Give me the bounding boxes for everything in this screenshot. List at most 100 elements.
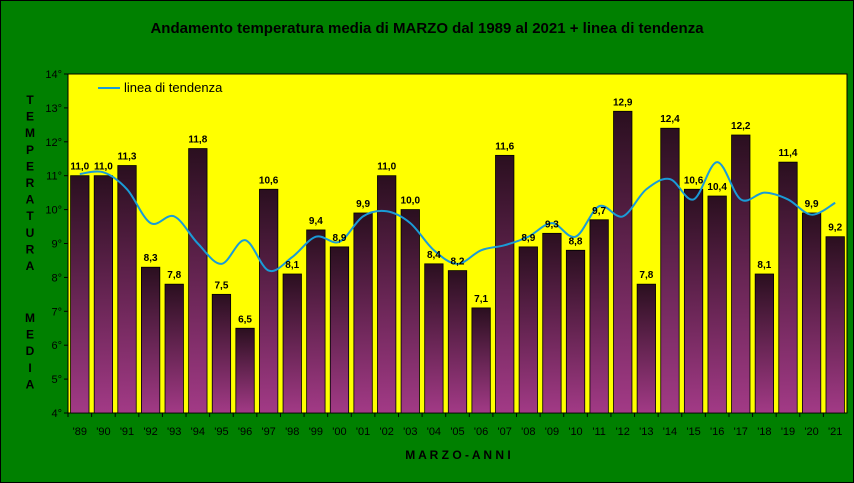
bar-value-label: 11,0 xyxy=(377,162,396,173)
bar xyxy=(329,246,350,414)
y-tick-label: 10° xyxy=(45,205,62,217)
y-axis-title-letter: D xyxy=(26,344,35,358)
bar xyxy=(282,273,302,414)
y-axis-title-letter: I xyxy=(28,361,31,375)
x-tick-label: '10 xyxy=(568,426,582,438)
bar-value-label: 8,3 xyxy=(144,253,158,264)
bar xyxy=(188,148,208,414)
bar xyxy=(565,249,586,414)
bar xyxy=(93,175,114,414)
bar xyxy=(377,175,397,414)
y-axis-title-letter: R xyxy=(26,176,35,190)
x-tick-label: '08 xyxy=(521,426,535,438)
bar xyxy=(707,195,727,414)
x-tick-label: '06 xyxy=(474,426,488,438)
bar-value-label: 12,2 xyxy=(731,121,751,132)
bar xyxy=(424,263,444,414)
bar xyxy=(589,219,609,414)
bar xyxy=(117,165,137,414)
bar xyxy=(801,212,822,414)
y-axis-title-letter: E xyxy=(26,110,34,124)
y-axis-title-letter: R xyxy=(26,242,35,256)
bar xyxy=(778,161,798,414)
x-tick-label: '98 xyxy=(285,426,299,438)
bar-value-label: 11,0 xyxy=(70,162,89,173)
bar xyxy=(353,212,373,414)
bar-value-label: 10,0 xyxy=(401,196,421,207)
y-tick-label: 12° xyxy=(45,137,62,149)
x-tick-label: '02 xyxy=(380,426,394,438)
y-axis-title-letter: A xyxy=(26,259,35,273)
bar-value-label: 9,3 xyxy=(545,219,559,230)
bar-value-label: 9,9 xyxy=(356,199,370,210)
x-tick-label: '01 xyxy=(356,426,370,438)
bar-value-label: 10,4 xyxy=(707,182,727,193)
x-tick-label: '97 xyxy=(261,426,275,438)
y-axis-title-letter: E xyxy=(26,159,34,173)
bar xyxy=(164,283,184,414)
bar-value-label: 6,5 xyxy=(238,314,252,325)
legend: linea di tendenza xyxy=(98,80,223,95)
bar-value-label: 12,9 xyxy=(613,97,633,108)
bar xyxy=(518,246,538,414)
bar xyxy=(70,175,90,414)
chart-title: Andamento temperatura media di MARZO dal… xyxy=(150,20,704,37)
bar-value-label: 8,1 xyxy=(285,260,299,271)
bar xyxy=(825,236,845,414)
y-axis-title-letter: A xyxy=(26,193,35,207)
x-tick-label: '19 xyxy=(781,426,795,438)
x-tick-label: '12 xyxy=(616,426,630,438)
bar xyxy=(400,209,420,414)
x-tick-label: '11 xyxy=(592,426,606,438)
bar-value-label: 10,6 xyxy=(259,175,279,186)
bar-value-label: 8,8 xyxy=(569,236,583,247)
y-axis-title-letter: T xyxy=(26,209,34,223)
x-axis-title: M A R Z O - A N N I xyxy=(405,448,511,462)
x-tick-label: '03 xyxy=(403,426,417,438)
bar xyxy=(259,188,279,414)
x-tick-label: '91 xyxy=(120,426,134,438)
bar xyxy=(211,293,232,414)
bar-value-label: 9,4 xyxy=(309,216,323,227)
bar xyxy=(235,327,255,414)
bar-value-label: 9,7 xyxy=(592,206,606,217)
bar-value-label: 12,4 xyxy=(660,114,680,125)
x-tick-label: '09 xyxy=(545,426,559,438)
y-tick-label: 4° xyxy=(51,408,62,420)
bar xyxy=(636,283,656,414)
bar-value-label: 11,6 xyxy=(495,141,514,152)
x-tick-label: '90 xyxy=(96,426,110,438)
bar-value-label: 8,1 xyxy=(757,260,771,271)
y-tick-label: 8° xyxy=(51,272,62,284)
y-tick-label: 5° xyxy=(51,374,62,386)
bar-value-label: 11,0 xyxy=(94,162,113,173)
bar xyxy=(495,154,515,414)
bar-value-label: 7,8 xyxy=(639,270,653,281)
x-tick-label: '00 xyxy=(332,426,346,438)
bar-value-label: 7,8 xyxy=(167,270,181,281)
bar-value-label: 9,2 xyxy=(828,223,842,234)
x-tick-label: '89 xyxy=(73,426,87,438)
x-tick-label: '92 xyxy=(143,426,157,438)
y-tick-label: 7° xyxy=(51,306,62,318)
bar xyxy=(306,229,326,414)
bar xyxy=(731,134,751,414)
y-axis-title-letter: T xyxy=(26,93,34,107)
y-tick-label: 6° xyxy=(51,340,62,352)
y-tick-label: 11° xyxy=(46,171,62,183)
y-tick-label: 14° xyxy=(45,69,62,81)
x-tick-label: '14 xyxy=(663,426,677,438)
bar xyxy=(141,266,161,414)
y-tick-label: 13° xyxy=(45,103,62,115)
y-axis-title-letter: A xyxy=(26,377,35,391)
bar-value-label: 11,3 xyxy=(118,152,137,163)
x-tick-label: '18 xyxy=(757,426,771,438)
bar xyxy=(754,273,774,414)
y-axis-title-letter: E xyxy=(26,328,34,342)
bar xyxy=(660,127,680,414)
bar-value-label: 8,9 xyxy=(521,233,535,244)
y-axis-title-letter: U xyxy=(26,226,35,240)
y-axis-title-letter: M xyxy=(25,311,35,325)
x-tick-label: '96 xyxy=(238,426,252,438)
x-tick-label: '04 xyxy=(427,426,441,438)
